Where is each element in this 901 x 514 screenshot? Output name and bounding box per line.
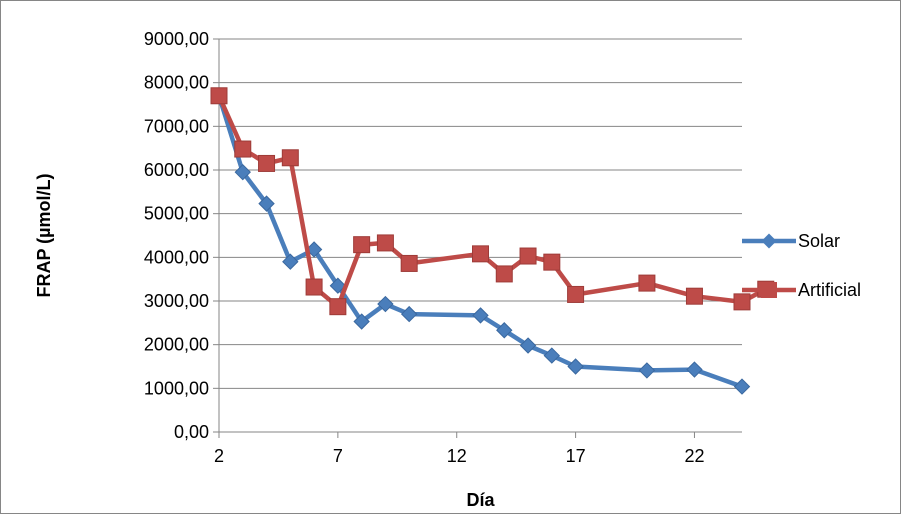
series-line [216,95,743,389]
data-point [234,140,252,158]
data-point [376,234,394,252]
data-point [210,87,228,105]
data-point [733,293,751,311]
data-point [733,378,751,395]
data-point [282,253,299,270]
data-point [472,307,489,324]
data-point [377,295,394,313]
y-axis-ticks: 0,00 1000,00 2000,00 3000,00 4000,00 5000,00 6… [144,29,219,442]
data-point [281,149,299,167]
series-solar [210,87,751,395]
y-tick-label: 6000,00 [144,160,209,180]
data-point [638,362,656,379]
y-tick-label: 2000,00 [144,335,209,355]
data-point [234,163,251,181]
data-point [519,337,537,354]
x-tick-label: 12 [447,446,467,466]
x-tick-label: 2 [214,446,224,466]
data-point [353,313,370,330]
x-tick-label: 22 [684,446,704,466]
legend-label: Artificial [798,280,861,300]
x-axis-ticks: 2 7 12 17 22 [214,432,704,466]
data-point [258,195,275,212]
y-tick-label: 3000,00 [144,291,209,311]
x-axis-title: Día [466,490,495,510]
data-point [400,254,418,272]
y-tick-label: 8000,00 [144,73,209,93]
data-point [329,277,347,294]
legend-marker [761,282,777,298]
y-tick-label: 5000,00 [144,204,209,224]
data-point [543,347,561,364]
data-point [400,305,418,323]
y-tick-label: 0,00 [174,422,209,442]
data-point [353,236,371,254]
data-point [305,278,323,296]
series-layer [210,87,775,395]
legend-marker [761,233,777,249]
data-point [495,265,513,283]
series-artificial [210,87,775,316]
data-point [686,361,703,378]
data-point [258,154,276,172]
y-axis-title: FRAP (µmol/L) [34,173,54,297]
legend-item: Solar [742,231,840,251]
x-tick-label: 17 [566,446,586,466]
axes [218,39,742,433]
legend-label: Solar [798,231,840,251]
data-point [543,253,561,271]
data-point [519,247,537,265]
y-tick-label: 4000,00 [144,247,209,267]
data-point [472,245,489,263]
gridlines [219,38,742,389]
data-point [685,287,703,305]
y-tick-label: 7000,00 [144,116,209,136]
data-point [305,241,323,258]
legend-item: Artificial [742,280,861,300]
data-point [567,358,584,375]
x-tick-label: 7 [333,446,343,466]
legend: Solar Artificial [742,231,861,300]
data-point [329,298,347,316]
data-point [567,285,585,303]
y-tick-label: 1000,00 [144,378,209,398]
y-tick-label: 9000,00 [144,29,209,49]
series-line [216,94,767,309]
data-point [496,322,513,339]
data-point [638,274,656,292]
